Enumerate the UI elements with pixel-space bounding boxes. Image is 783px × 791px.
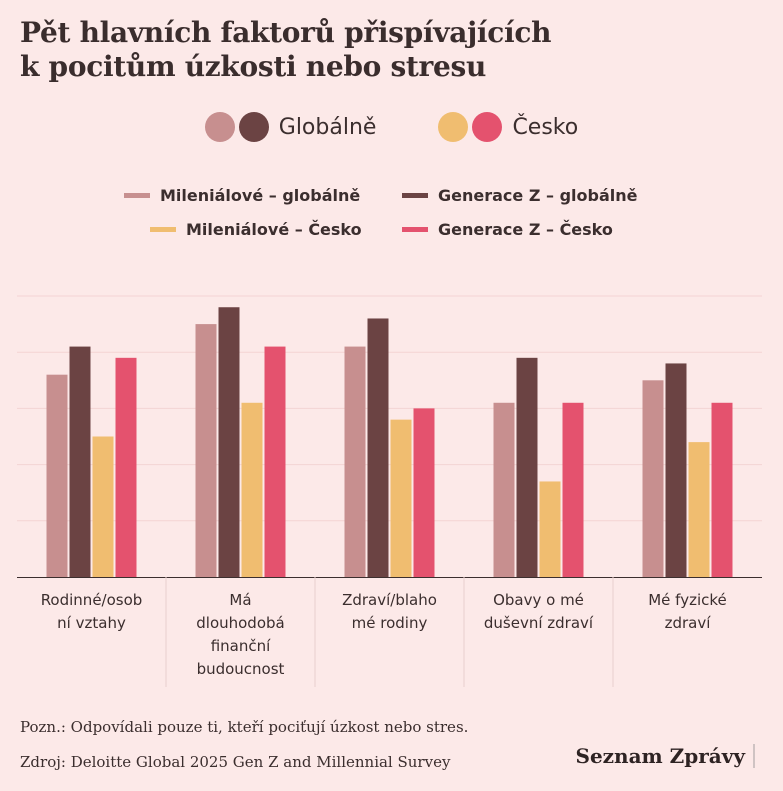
- czech-genz-dot: [472, 112, 503, 142]
- note-text: Pozn.: Odpovídali pouze ti, kteří pociťu…: [20, 718, 469, 736]
- legend-swatch: [124, 193, 150, 198]
- bar: [688, 442, 710, 577]
- bar: [642, 380, 664, 577]
- legend-swatch: [150, 227, 176, 232]
- title-line-1: Pět hlavních faktorů přispívajících: [20, 16, 552, 49]
- legend-label: Generace Z – globálně: [438, 186, 638, 205]
- bar: [493, 402, 515, 577]
- x-tick-label: duševní zdraví: [484, 614, 594, 632]
- bar: [344, 346, 366, 577]
- bar: [665, 363, 687, 577]
- bar-chart: Rodinné/osob ní vztahy Má dlouhodobá finančn…: [17, 295, 762, 687]
- bar: [562, 402, 584, 577]
- x-tick-label: Má: [229, 591, 251, 609]
- bar: [46, 374, 68, 577]
- legend-label: Mileniálové – globálně: [160, 186, 361, 205]
- x-tick-label: Mé fyzické: [648, 591, 727, 609]
- bar: [264, 346, 286, 577]
- bar: [195, 324, 217, 577]
- bar: [539, 481, 561, 577]
- bar: [218, 307, 240, 577]
- x-tick-label: dlouhodobá: [196, 614, 284, 632]
- legend-item-genz-czech: Generace Z – Česko: [402, 220, 613, 239]
- bar: [390, 419, 412, 577]
- global-millennial-dot: [204, 112, 235, 142]
- source-text: Zdroj: Deloitte Global 2025 Gen Z and Mi…: [20, 753, 451, 771]
- group-legend-czech: Česko: [438, 112, 578, 142]
- brand-logo: Seznam Zprávy: [576, 744, 755, 768]
- czech-millennial-dot: [438, 112, 469, 142]
- bar: [711, 402, 733, 577]
- global-genz-dot: [238, 112, 269, 142]
- legend-item-genz-global: Generace Z – globálně: [402, 186, 637, 205]
- x-tick-label: mé rodiny: [352, 614, 428, 632]
- chart-title: Pět hlavních faktorů přispívajících k po…: [20, 16, 760, 84]
- legend-item-millennials-global: Mileniálové – globálně: [124, 186, 360, 205]
- bar: [241, 402, 263, 577]
- legend-item-millennials-czech: Mileniálové – Česko: [150, 220, 362, 239]
- x-tick-label: Obavy o mé: [493, 591, 584, 609]
- bar: [516, 357, 538, 577]
- group-legend-global: Globálně: [204, 112, 377, 142]
- group-label-global: Globálně: [278, 114, 377, 140]
- x-tick-label: zdraví: [665, 614, 712, 632]
- legend-label: Generace Z – Česko: [438, 220, 613, 239]
- x-tick-label: Zdraví/blaho: [342, 591, 437, 609]
- x-tick-label: finanční: [211, 637, 271, 655]
- bar: [69, 346, 91, 577]
- title-line-2: k pocitům úzkosti nebo stresu: [20, 50, 487, 83]
- bar: [367, 318, 389, 577]
- group-legend: Globálně Česko: [0, 112, 783, 142]
- x-tick-label: budoucnost: [197, 660, 285, 678]
- bar: [115, 357, 137, 577]
- legend-swatch: [402, 227, 428, 232]
- legend-label: Mileniálové – Česko: [186, 220, 362, 239]
- x-tick-label: Rodinné/osob: [41, 591, 143, 609]
- x-tick-label: ní vztahy: [57, 614, 126, 632]
- bar: [92, 436, 114, 577]
- legend-swatch: [402, 193, 428, 198]
- bar: [413, 408, 435, 577]
- group-label-czech: Česko: [512, 114, 579, 140]
